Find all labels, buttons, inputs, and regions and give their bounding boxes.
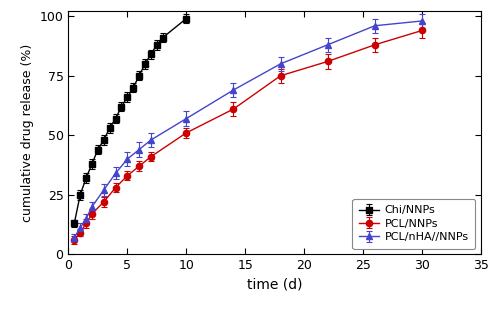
Legend: Chi/NNPs, PCL/NNPs, PCL/nHA//NNPs: Chi/NNPs, PCL/NNPs, PCL/nHA//NNPs [352,199,476,249]
X-axis label: time (d): time (d) [247,278,302,292]
Y-axis label: cumulative drug release (%): cumulative drug release (%) [21,44,34,222]
